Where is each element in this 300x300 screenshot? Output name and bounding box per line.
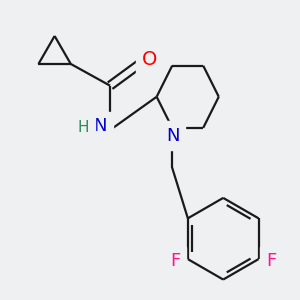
Text: F: F <box>170 252 181 270</box>
Text: F: F <box>266 252 276 270</box>
Text: H: H <box>78 120 89 135</box>
Text: N: N <box>166 127 180 145</box>
Text: O: O <box>141 50 157 69</box>
Text: N: N <box>94 118 107 136</box>
